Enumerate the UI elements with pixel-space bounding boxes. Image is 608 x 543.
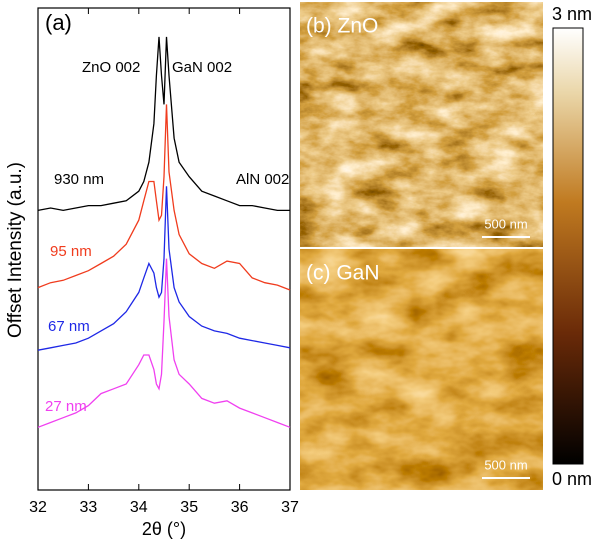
colorbar-gradient [552,27,584,465]
xrd-line [37,36,290,212]
y-axis-label: Offset Intensity (a.u.) [5,162,26,338]
annotation: ZnO 002 [82,59,140,76]
series-label: 27 nm [45,398,87,415]
series-label: 67 nm [48,318,90,335]
xrd-line [37,258,291,428]
x-tick-label: 32 [29,499,47,516]
series-label: 930 nm [54,171,104,188]
annotation: (a) [45,10,72,35]
xrd-line [37,104,291,291]
annotation: AlN 002 [236,171,289,188]
x-tick-label: 34 [130,499,148,516]
afm-image-gan [300,249,543,490]
xrd-line [37,186,291,351]
x-tick-label: 37 [281,499,299,516]
colorbar: 3 nm 0 nm [552,4,592,489]
colorbar-min: 0 nm [552,469,592,489]
xrd-plot: Offset Intensity (a.u.) 2θ (°) 32 33 34 35 3… [5,7,299,539]
afm-images: (b) ZnO (c) GaN 500 nm 500 nm [300,2,543,490]
plot-frame [37,7,291,491]
scale-bar-label: 500 nm [484,216,527,231]
afm-image-zno [300,2,543,247]
annotation: GaN 002 [172,59,232,76]
image-label: (c) GaN [306,262,380,285]
series-label: 95 nm [50,243,92,260]
x-tick-label: 33 [80,499,98,516]
colorbar-max: 3 nm [552,4,592,24]
x-axis-label: 2θ (°) [142,519,186,539]
image-label: (b) ZnO [306,15,378,38]
x-tick-label: 36 [231,499,249,516]
x-tick-label: 35 [180,499,198,516]
scale-bar-label: 500 nm [484,457,527,472]
